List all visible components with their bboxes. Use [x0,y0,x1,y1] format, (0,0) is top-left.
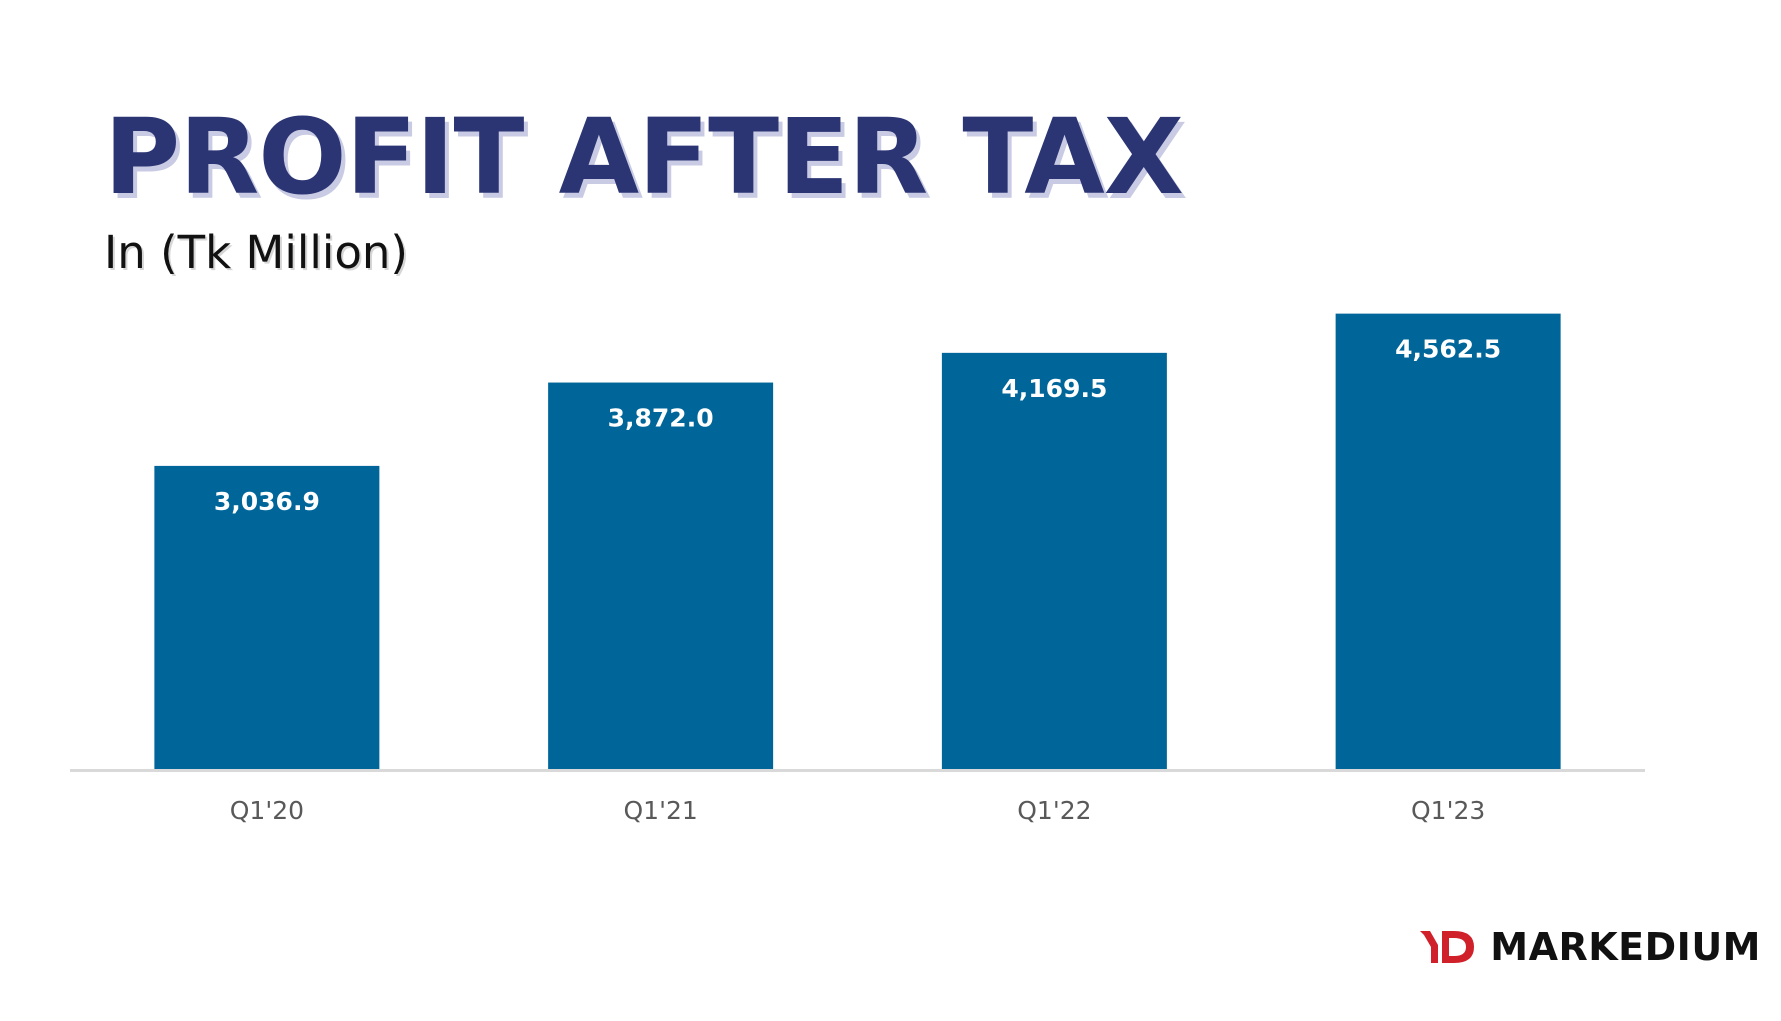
data-label-2: 4,169.5 [1001,374,1107,403]
brand-name: MARKEDIUM [1490,925,1761,969]
chart-title: PROFIT AFTER TAX [104,96,1184,218]
x-tick-label-2: Q1'22 [1017,796,1091,825]
data-label-3: 4,562.5 [1395,335,1501,364]
bars-layer: 3,036.9 3,872.0 4,169.5 4,562.5 [154,313,1561,769]
markedium-logo-icon [1420,931,1475,963]
x-tick-labels: Q1'20 Q1'21 Q1'22 Q1'23 [230,796,1486,825]
x-tick-label-3: Q1'23 [1411,796,1485,825]
bar-2 [941,352,1167,769]
x-tick-label-0: Q1'20 [230,796,304,825]
brand-logo: MARKEDIUM [1418,925,1761,969]
data-label-1: 3,872.0 [608,404,714,433]
chart-subtitle: In (Tk Million) [104,226,408,279]
data-label-0: 3,036.9 [214,487,320,516]
bar-1 [548,382,774,769]
bar-3 [1335,313,1561,769]
bar-0 [154,465,380,769]
x-tick-label-1: Q1'21 [623,796,697,825]
